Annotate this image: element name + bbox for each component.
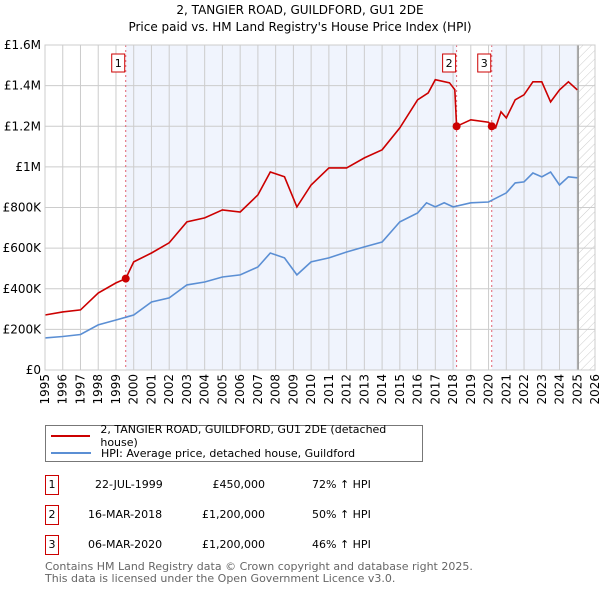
sale-price: £1,200,000 [202, 508, 265, 521]
sale-label: 3 [481, 57, 488, 70]
x-tick-label: 2011 [322, 374, 336, 405]
x-tick-label: 2007 [251, 374, 265, 405]
sale-label-box [477, 53, 492, 73]
sale-hpi-change: 72% ↑ HPI [312, 478, 371, 491]
footer-copyright: Contains HM Land Registry data © Crown c… [45, 560, 473, 573]
sale-point [121, 274, 130, 283]
chart-title: 2, TANGIER ROAD, GUILDFORD, GU1 2DE [176, 3, 423, 17]
sale-point [487, 122, 496, 131]
x-tick-label: 2000 [127, 374, 141, 405]
footer: Contains HM Land Registry data © Crown c… [45, 561, 473, 585]
x-tick-label: 2006 [233, 374, 247, 405]
x-tick-label: 2009 [286, 374, 300, 405]
y-tick-label: £200K [3, 322, 43, 336]
y-tick-label: £1.2M [4, 119, 41, 133]
sale-label: 1 [115, 57, 122, 70]
footer-licence: This data is licensed under the Open Gov… [45, 572, 396, 585]
legend-swatch-red [51, 435, 91, 437]
y-tick-label: £400K [3, 282, 43, 296]
y-tick-label: £800K [3, 201, 43, 215]
x-tick-label: 2026 [588, 374, 600, 405]
sale-marker-badge: 2 [45, 505, 59, 525]
x-tick-label: 2004 [198, 374, 212, 405]
y-tick-label: £1M [15, 160, 41, 174]
price-chart: 2, TANGIER ROAD, GUILDFORD, GU1 2DE Pric… [3, 3, 600, 405]
legend: 2, TANGIER ROAD, GUILDFORD, GU1 2DE (det… [45, 423, 423, 462]
x-tick-label: 2010 [304, 374, 318, 405]
y-tick-label: £1.4M [4, 79, 41, 93]
legend-label: 2, TANGIER ROAD, GUILDFORD, GU1 2DE (det… [100, 423, 387, 449]
x-tick-label: 2003 [180, 374, 194, 405]
sale-date: 16-MAR-2018 [88, 508, 163, 521]
x-tick-label: 2008 [269, 374, 283, 405]
legend-item-hpi: HPI: Average price, detached house, Guil… [46, 445, 355, 461]
sale-label: 2 [446, 57, 453, 70]
x-tick-label: 2025 [570, 374, 584, 405]
x-tick-label: 2012 [340, 374, 354, 405]
sale-hpi-change: 46% ↑ HPI [312, 538, 371, 551]
x-tick-label: 2017 [428, 374, 442, 405]
y-tick-label: £600K [3, 241, 43, 255]
legend-swatch-blue [51, 452, 91, 454]
x-tick-label: 2020 [482, 374, 496, 405]
x-tick-label: 2023 [535, 374, 549, 405]
plot-frame [44, 44, 596, 371]
x-tick-label: 2024 [553, 374, 567, 405]
x-tick-label: 2015 [393, 374, 407, 405]
x-tick-label: 2002 [162, 374, 176, 405]
x-tick-label: 1999 [109, 374, 123, 405]
x-tick-label: 2021 [499, 374, 513, 405]
y-tick-label: £1.6M [4, 38, 41, 52]
x-tick-label: 2005 [215, 374, 229, 405]
x-tick-label: 2018 [446, 374, 460, 405]
x-tick-label: 2019 [464, 374, 478, 405]
y-tick-label: £0 [26, 363, 41, 377]
sale-label-box [111, 53, 126, 73]
legend-item-property: 2, TANGIER ROAD, GUILDFORD, GU1 2DE (det… [46, 423, 422, 449]
sale-label-box [442, 53, 457, 73]
sale-marker-badge: 1 [45, 475, 59, 495]
x-tick-label: 2013 [357, 374, 371, 405]
chart-subtitle: Price paid vs. HM Land Registry's House … [128, 20, 471, 34]
sale-date: 06-MAR-2020 [88, 538, 163, 551]
sale-date: 22-JUL-1999 [95, 478, 163, 491]
x-tick-label: 1997 [73, 374, 87, 405]
sale-row: 3 06-MAR-2020 £1,200,000 46% ↑ HPI [45, 535, 445, 555]
sale-hpi-change: 50% ↑ HPI [312, 508, 371, 521]
legend-label: HPI: Average price, detached house, Guil… [101, 446, 356, 460]
property-price-line [44, 78, 578, 316]
x-tick-label: 2022 [517, 374, 531, 405]
x-tick-label: 2014 [375, 374, 389, 405]
hpi-line [44, 170, 578, 339]
x-tick-label: 2016 [411, 374, 425, 405]
sale-price: £1,200,000 [202, 538, 265, 551]
x-tick-label: 2001 [144, 374, 158, 405]
sale-price: £450,000 [212, 478, 266, 491]
sale-marker-badge: 3 [45, 535, 59, 555]
x-tick-label: 1995 [38, 374, 52, 405]
sale-row: 2 16-MAR-2018 £1,200,000 50% ↑ HPI [45, 505, 445, 525]
sale-point [452, 122, 461, 131]
x-tick-label: 1996 [56, 374, 70, 405]
x-tick-label: 1998 [91, 374, 105, 405]
sale-row: 1 22-JUL-1999 £450,000 72% ↑ HPI [45, 475, 445, 495]
